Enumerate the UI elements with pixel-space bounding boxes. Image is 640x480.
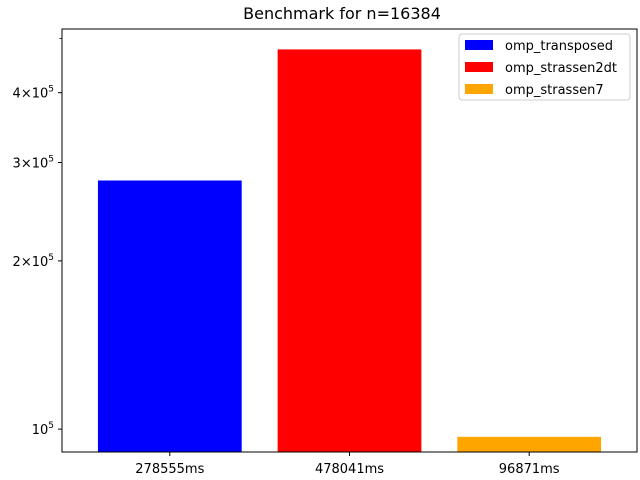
legend-box bbox=[458, 33, 631, 101]
bar-omp_strassen7 bbox=[457, 436, 602, 452]
legend-swatch bbox=[465, 62, 493, 72]
x-tick-label: 278555ms bbox=[135, 462, 204, 477]
chart-title: Benchmark for n=16384 bbox=[243, 4, 441, 23]
bars-group bbox=[97, 49, 602, 453]
y-tick-label: 2×105 bbox=[13, 253, 54, 270]
y-tick-label: 105 bbox=[32, 421, 54, 438]
bar-omp_strassen2dt bbox=[277, 49, 422, 453]
legend-swatch bbox=[465, 84, 493, 94]
legend: omp_transposed omp_strassen2dt omp_strasse… bbox=[458, 33, 631, 101]
x-tick-label: 96871ms bbox=[499, 462, 560, 477]
legend-swatch bbox=[465, 40, 493, 50]
legend-label: omp_strassen2dt bbox=[505, 61, 617, 76]
y-tick-label: 3×105 bbox=[13, 154, 54, 171]
x-tick-label: 478041ms bbox=[315, 462, 384, 477]
legend-label: omp_transposed bbox=[505, 39, 613, 54]
legend-label: omp_strassen7 bbox=[505, 83, 604, 98]
bar-omp_transposed bbox=[97, 180, 242, 453]
axes-group: 105 2×105 3×105 4×105 278555ms 478041ms 96871m… bbox=[13, 28, 638, 477]
y-tick-label: 4×105 bbox=[13, 85, 54, 102]
